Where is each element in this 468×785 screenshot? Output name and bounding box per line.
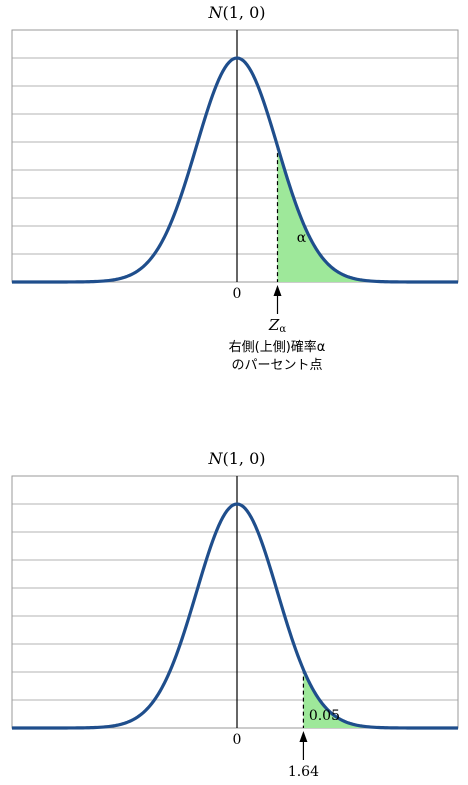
caption-line-1: 右側(上側)確率α (229, 339, 326, 355)
grid-lines (12, 57, 458, 255)
area-label: α (297, 230, 307, 246)
plot-frame (11, 475, 459, 729)
chart-panel-2: N(1, 0) 0.05 0 1.64 (0, 446, 468, 781)
chart-title: N(1, 0) (207, 3, 265, 22)
arrow-head (299, 731, 308, 742)
caption-line-2: のパーセント点 (231, 358, 322, 373)
shaded-area (277, 146, 458, 282)
plot-frame (11, 29, 459, 283)
marker-label: 1.64 (288, 764, 319, 780)
density-curve (12, 56, 458, 284)
shaded-area (303, 669, 458, 728)
chart-1: N(1, 0) α 0 Zα 右側(上側)確率α のパーセント点 (11, 3, 459, 373)
density-curve (12, 502, 458, 730)
chart-panel-1: N(1, 0) α 0 Zα 右側(上側)確率α のパーセント点 (0, 0, 468, 390)
x-tick-label: 0 (233, 286, 242, 302)
x-tick-label: 0 (233, 732, 242, 748)
arrow-marker (273, 285, 282, 314)
chart-title: N(1, 0) (207, 449, 265, 468)
arrow-marker (299, 731, 308, 760)
area-label: 0.05 (309, 708, 340, 724)
chart-2: N(1, 0) 0.05 0 1.64 (11, 449, 459, 780)
marker-label: Zα (268, 316, 286, 335)
arrow-head (273, 285, 282, 296)
